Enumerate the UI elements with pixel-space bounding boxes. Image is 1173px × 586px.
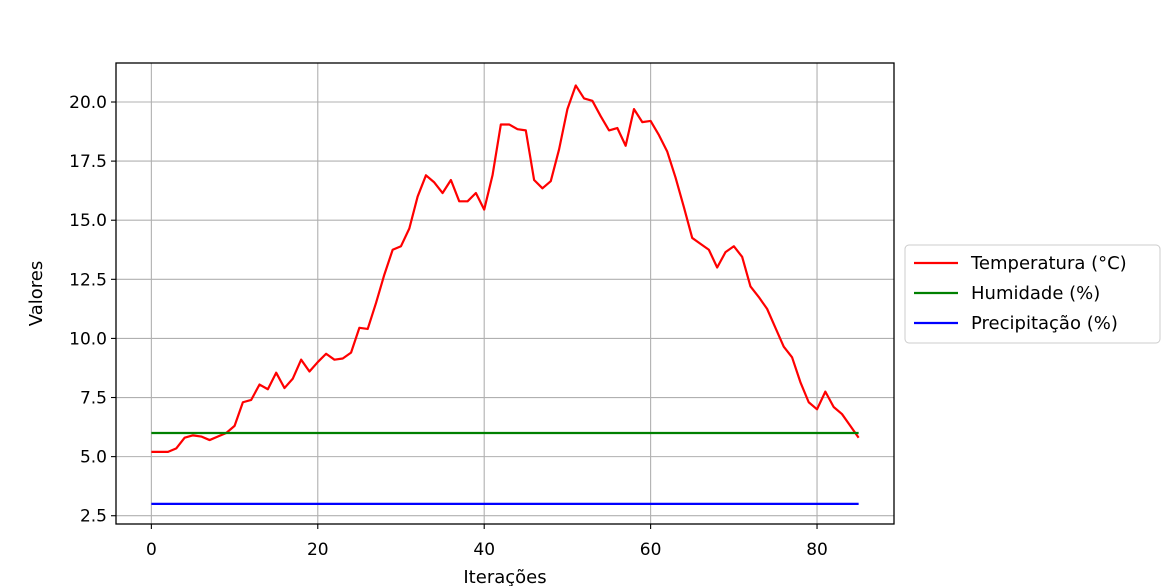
y-tick-label: 15.0 (69, 211, 107, 231)
x-tick-label: 0 (146, 540, 157, 560)
y-tick-label: 17.5 (69, 152, 107, 172)
series-lines (151, 84, 860, 506)
axis-ticks: 0 20 40 60 80 2.5 5.0 7.5 10.0 12.5 15.0 17.5 20.0 (69, 93, 828, 560)
series-line-temperatura-c (151, 84, 860, 453)
y-axis-label: Valores (26, 261, 47, 326)
legend-box (904, 244, 1161, 344)
x-axis-label: Iterações (463, 567, 546, 586)
y-tick-label: 20.0 (69, 93, 107, 113)
legend: Temperatura (°C) Humidade (%) Precipitação… (904, 244, 1161, 344)
legend-label: Humidade (%) (971, 283, 1100, 304)
x-tick-label: 40 (473, 540, 495, 560)
y-tick-label: 10.0 (69, 329, 107, 349)
legend-label: Precipitação (%) (971, 313, 1118, 334)
plot-area-frame (115, 62, 895, 525)
y-tick-label: 5.0 (80, 448, 107, 468)
grid (116, 63, 894, 524)
legend-label: Temperatura (°C) (970, 253, 1127, 274)
x-tick-label: 60 (640, 540, 662, 560)
x-tick-label: 20 (307, 540, 329, 560)
y-tick-label: 12.5 (69, 270, 107, 290)
x-tick-label: 80 (806, 540, 828, 560)
y-tick-label: 2.5 (80, 507, 107, 527)
y-tick-label: 7.5 (80, 389, 107, 409)
